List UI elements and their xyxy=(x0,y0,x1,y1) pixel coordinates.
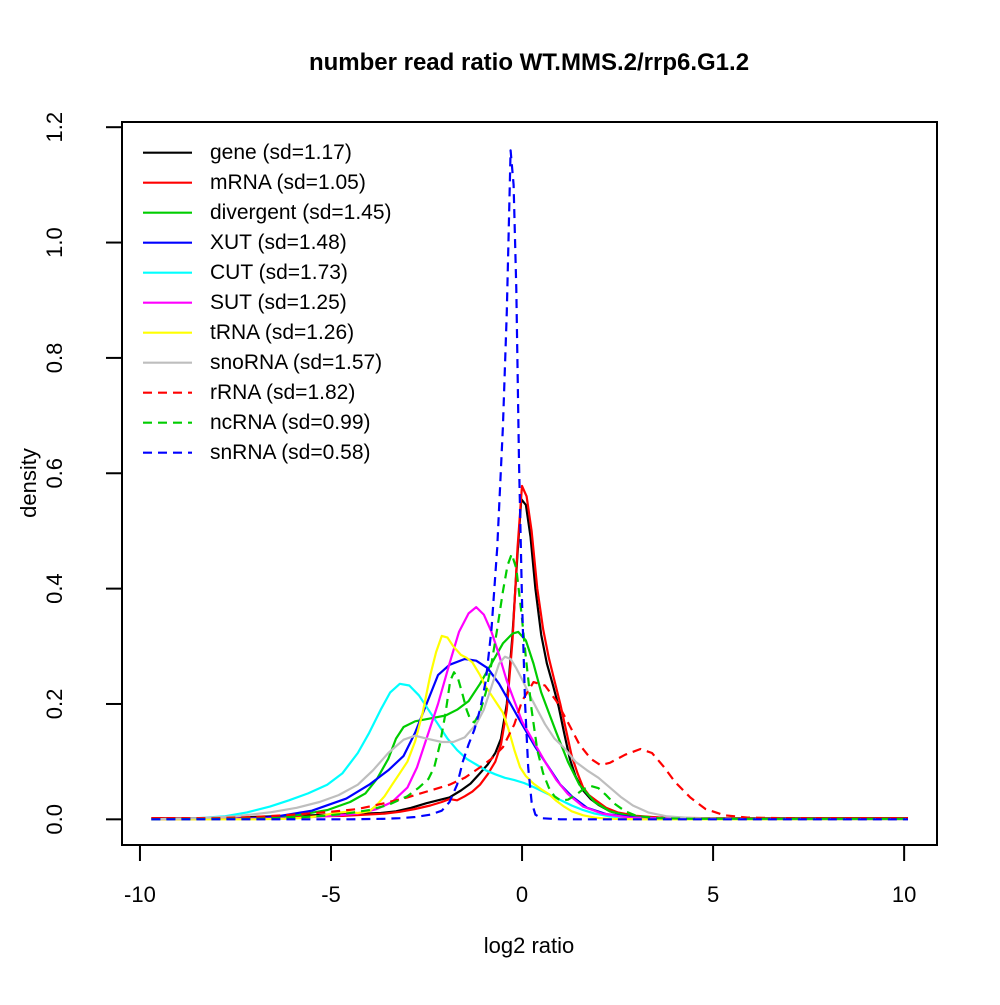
y-tick-label-1.2: 1.2 xyxy=(42,112,67,143)
legend-item-ncRNA: ncRNA (sd=0.99) xyxy=(143,411,371,434)
legend-label-CUT: CUT (sd=1.73) xyxy=(210,261,348,284)
legend-label-SUT: SUT (sd=1.25) xyxy=(210,291,347,314)
chart-title: number read ratio WT.MMS.2/rrp6.G1.2 xyxy=(309,49,749,76)
legend-label-divergent: divergent (sd=1.45) xyxy=(210,201,392,224)
x-tick-label-5: 5 xyxy=(707,882,719,907)
curve-snRNA xyxy=(151,149,908,821)
y-axis-label: density xyxy=(16,448,41,518)
curve-ncRNA xyxy=(151,552,908,821)
legend-label-snoRNA: snoRNA (sd=1.57) xyxy=(210,351,382,374)
y-tick-label-0.2: 0.2 xyxy=(42,689,67,720)
legend-label-XUT: XUT (sd=1.48) xyxy=(210,231,347,254)
x-tick-label-10: 10 xyxy=(892,882,916,907)
curve-CUT xyxy=(151,682,909,821)
y-axis: 0.0 0.2 0.4 0.6 0.8 1.0 1.2 xyxy=(42,112,122,835)
legend-item-XUT: XUT (sd=1.48) xyxy=(143,231,347,254)
legend-label-ncRNA: ncRNA (sd=0.99) xyxy=(210,411,371,434)
x-axis: -10 -5 0 5 10 xyxy=(124,845,916,907)
x-tick-label--10: -10 xyxy=(124,882,156,907)
legend-item-snoRNA: snoRNA (sd=1.57) xyxy=(143,351,382,374)
curve-gene xyxy=(151,498,908,820)
curve-SUT xyxy=(151,605,909,821)
legend: gene (sd=1.17) mRNA (sd=1.05) divergent (s… xyxy=(143,141,392,464)
legend-item-mRNA: mRNA (sd=1.05) xyxy=(143,171,366,194)
legend-item-SUT: SUT (sd=1.25) xyxy=(143,291,347,314)
legend-label-gene: gene (sd=1.17) xyxy=(210,141,352,164)
plot-box xyxy=(121,121,938,846)
y-tick-label-1.0: 1.0 xyxy=(42,227,67,258)
x-tick-label--5: -5 xyxy=(321,882,341,907)
legend-item-rRNA: rRNA (sd=1.82) xyxy=(143,381,355,404)
legend-item-gene: gene (sd=1.17) xyxy=(143,141,352,164)
legend-item-divergent: divergent (sd=1.45) xyxy=(143,201,392,224)
y-tick-label-0.4: 0.4 xyxy=(42,573,67,604)
x-tick-label-0: 0 xyxy=(516,882,528,907)
curve-snoRNA xyxy=(151,655,909,821)
y-tick-label-0.8: 0.8 xyxy=(42,343,67,374)
curves-layer xyxy=(151,149,909,821)
legend-item-snRNA: snRNA (sd=0.58) xyxy=(143,441,371,464)
legend-item-tRNA: tRNA (sd=1.26) xyxy=(143,321,354,344)
y-tick-label-0.6: 0.6 xyxy=(42,458,67,489)
legend-label-rRNA: rRNA (sd=1.82) xyxy=(210,381,355,404)
legend-label-mRNA: mRNA (sd=1.05) xyxy=(210,171,366,194)
y-tick-label-0.0: 0.0 xyxy=(42,804,67,835)
legend-label-tRNA: tRNA (sd=1.26) xyxy=(210,321,354,344)
x-axis-label: log2 ratio xyxy=(484,933,575,958)
curve-rRNA xyxy=(151,680,908,820)
curve-divergent xyxy=(151,630,909,821)
legend-item-CUT: CUT (sd=1.73) xyxy=(143,261,348,284)
curve-tRNA xyxy=(151,634,908,821)
legend-label-snRNA: snRNA (sd=0.58) xyxy=(210,441,371,464)
